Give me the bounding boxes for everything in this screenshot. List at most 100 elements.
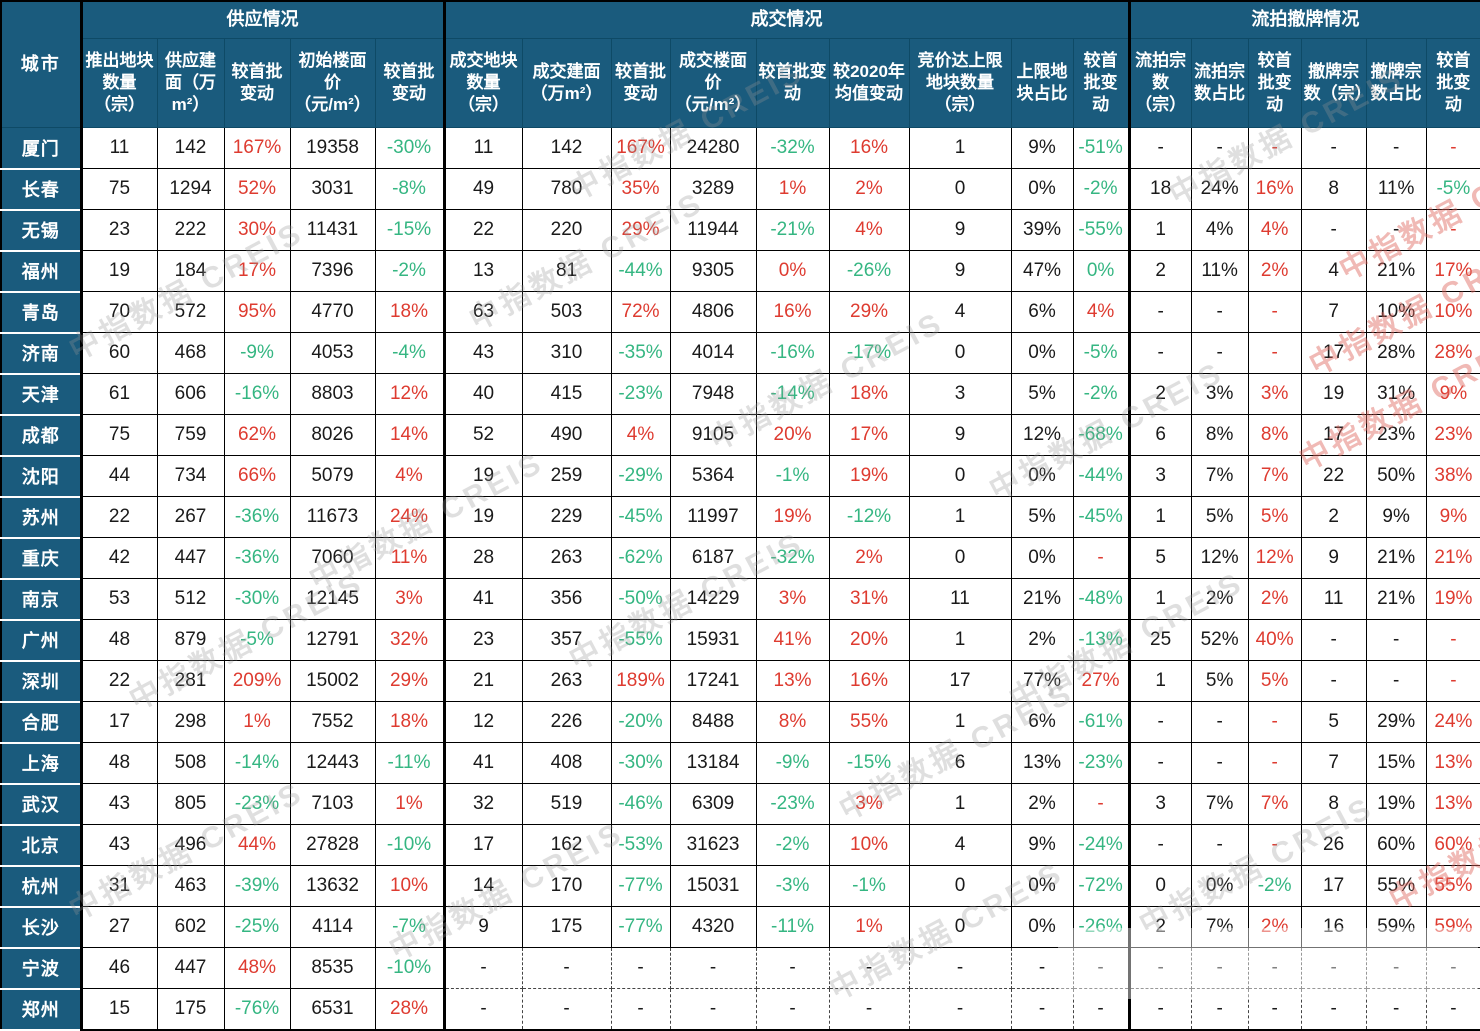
data-cell: -15%: [828, 742, 910, 784]
data-cell: 15931: [669, 619, 757, 661]
table-row: 无锡 23 222 30% 11431 -15% 22 220 29% 11944 -21% 4% 9 3…: [1, 209, 1480, 252]
data-cell: -30%: [223, 578, 291, 620]
data-cell: -14%: [755, 373, 830, 415]
data-cell: 10%: [1425, 291, 1480, 333]
table-row: 北京 43 496 44% 27828 -10% 17 162 -53% 31623 -2% 10% 4…: [1, 824, 1480, 867]
data-cell: 0%: [1010, 537, 1074, 579]
data-cell: -32%: [755, 127, 830, 169]
data-cell: 220: [521, 209, 612, 251]
data-cell: 7396: [289, 250, 376, 292]
data-cell: -2%: [1072, 168, 1130, 210]
row-header-city: 青岛: [1, 291, 83, 334]
data-cell: 21%: [1365, 250, 1427, 292]
data-cell: 0: [908, 168, 1012, 210]
data-cell: -: [1190, 701, 1249, 743]
data-cell: 3%: [1190, 373, 1249, 415]
data-cell: 18%: [828, 373, 910, 415]
data-cell: 11: [1300, 578, 1367, 620]
data-cell: 17: [442, 824, 523, 866]
data-cell: -: [1072, 988, 1130, 1031]
data-cell: 27: [80, 906, 158, 948]
data-cell: 9: [442, 906, 523, 948]
data-cell: 4053: [289, 332, 376, 374]
data-cell: -: [1300, 127, 1367, 169]
data-cell: 512: [156, 578, 225, 620]
data-cell: 11997: [669, 496, 757, 538]
data-cell: 175: [521, 906, 612, 948]
data-cell: 9%: [1010, 127, 1074, 169]
data-cell: -2%: [1072, 373, 1130, 415]
column-header: 成交地块数量（宗）: [442, 38, 523, 128]
data-cell: 2%: [1010, 619, 1074, 661]
data-cell: 48: [80, 619, 158, 661]
data-cell: 7103: [289, 783, 376, 825]
data-cell: 1294: [156, 168, 225, 210]
data-cell: -9%: [223, 332, 291, 374]
data-cell: 7%: [1247, 783, 1302, 825]
data-cell: 16%: [755, 291, 830, 333]
data-cell: 44: [80, 455, 158, 497]
data-cell: -: [521, 988, 612, 1031]
data-cell: -4%: [374, 332, 445, 374]
data-cell: 19: [442, 496, 523, 538]
data-cell: 7%: [1247, 455, 1302, 497]
column-header: 撤牌宗数占比: [1365, 38, 1427, 128]
data-cell: 3031: [289, 168, 376, 210]
data-cell: 5%: [1010, 373, 1074, 415]
data-cell: -: [1127, 742, 1192, 784]
table-row: 深圳 22 281 209% 15002 29% 21 263 189% 17241 13% 16% 1…: [1, 660, 1480, 703]
data-cell: -61%: [1072, 701, 1130, 743]
data-cell: 19%: [828, 455, 910, 497]
column-header: 初始楼面价（元/m²）: [289, 38, 376, 128]
row-header-city: 天津: [1, 373, 83, 416]
data-cell: -: [1247, 988, 1302, 1031]
data-cell: 468: [156, 332, 225, 374]
data-cell: -: [1247, 824, 1302, 866]
data-cell: 9%: [1425, 496, 1480, 538]
data-cell: 19: [1300, 373, 1367, 415]
data-cell: 20%: [755, 414, 830, 456]
data-cell: 9: [908, 414, 1012, 456]
data-cell: -48%: [1072, 578, 1130, 620]
data-cell: 0: [908, 455, 1012, 497]
data-cell: 60%: [1365, 824, 1427, 866]
data-cell: 4%: [610, 414, 671, 456]
data-cell: -: [908, 988, 1012, 1031]
data-cell: 5364: [669, 455, 757, 497]
group-header: 供应情况: [80, 0, 445, 39]
data-cell: 8: [1300, 168, 1367, 210]
data-cell: -2%: [755, 824, 830, 866]
data-cell: -23%: [1072, 742, 1130, 784]
data-cell: 17%: [828, 414, 910, 456]
data-cell: 26: [1300, 824, 1367, 866]
data-cell: 44%: [223, 824, 291, 866]
column-header: 流拍宗数（宗）: [1127, 38, 1192, 128]
data-cell: 13%: [1425, 742, 1480, 784]
data-cell: -: [1300, 988, 1367, 1031]
data-cell: 9305: [669, 250, 757, 292]
data-cell: 12791: [289, 619, 376, 661]
data-cell: 8535: [289, 947, 376, 989]
data-cell: 41%: [755, 619, 830, 661]
data-cell: 24280: [669, 127, 757, 169]
data-cell: -9%: [755, 742, 830, 784]
data-cell: 2%: [1010, 783, 1074, 825]
data-cell: 8488: [669, 701, 757, 743]
data-cell: 0%: [1010, 865, 1074, 907]
data-cell: -29%: [610, 455, 671, 497]
column-header: 较首批变动: [1072, 38, 1130, 128]
data-cell: -: [1190, 332, 1249, 374]
data-cell: 10%: [828, 824, 910, 866]
data-cell: -1%: [828, 865, 910, 907]
data-cell: 17%: [223, 250, 291, 292]
data-cell: 447: [156, 537, 225, 579]
data-cell: 0%: [1190, 865, 1249, 907]
data-cell: 31623: [669, 824, 757, 866]
data-cell: -: [755, 947, 830, 989]
column-header: 竞价达上限地块数量（宗）: [908, 38, 1012, 128]
data-cell: 170: [521, 865, 612, 907]
data-cell: -35%: [610, 332, 671, 374]
data-cell: 9: [908, 209, 1012, 251]
table-row: 广州 48 879 -5% 12791 32% 23 357 -55% 15931 41% 20% 1 2…: [1, 619, 1480, 662]
data-cell: 24%: [374, 496, 445, 538]
